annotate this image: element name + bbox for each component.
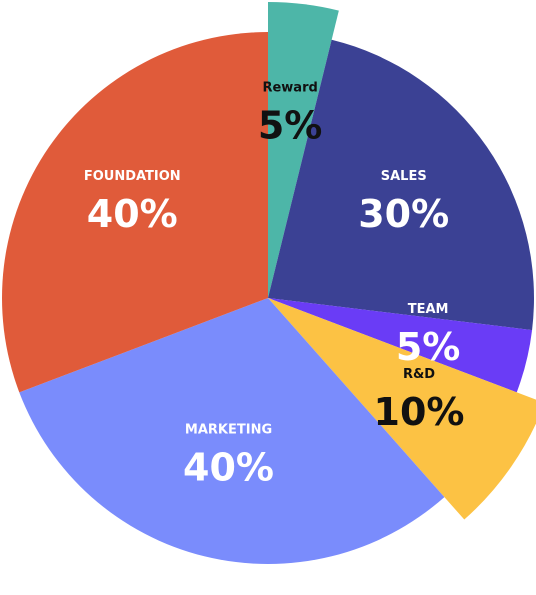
pie-slice: [268, 2, 339, 298]
slice-name: MARKETING: [185, 423, 272, 438]
slice-value-label: 40%: [87, 192, 178, 236]
slice-value-label: 5%: [258, 103, 323, 147]
pie-slice: [2, 32, 268, 393]
slice-name: FOUNDATION: [84, 169, 181, 184]
slice-name: R&D: [403, 367, 435, 382]
pie-slice: [268, 298, 536, 520]
pie-slice: [268, 298, 533, 393]
slice-value-label: 5%: [396, 325, 461, 369]
pie-slice: [268, 39, 534, 331]
slice-value-label: 10%: [374, 390, 465, 434]
slice-value-label: 30%: [358, 192, 449, 236]
slice-name: TEAM: [408, 302, 449, 317]
slice-name: Reward: [262, 80, 317, 95]
slice-value-label: 40%: [183, 446, 274, 490]
slice-name: SALES: [381, 169, 427, 184]
pie-slice: [19, 298, 445, 565]
